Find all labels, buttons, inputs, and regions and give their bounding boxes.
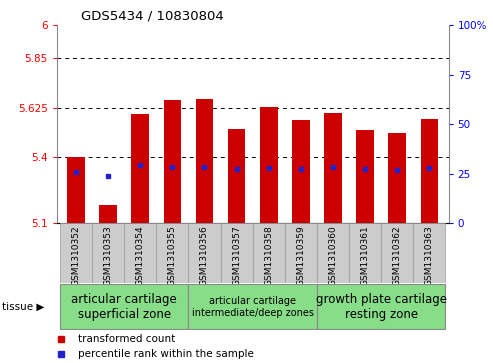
Text: percentile rank within the sample: percentile rank within the sample [78,350,254,359]
Bar [285,223,317,283]
Bar [317,284,445,329]
Bar [196,99,213,223]
Bar [356,130,374,223]
Bar [67,157,85,223]
Text: GSM1310356: GSM1310356 [200,225,209,286]
Bar [388,133,406,223]
Bar [381,223,413,283]
Text: GSM1310354: GSM1310354 [136,225,145,286]
Bar [124,223,156,283]
Bar [132,114,149,223]
Text: GSM1310355: GSM1310355 [168,225,177,286]
Text: tissue ▶: tissue ▶ [2,302,45,312]
Bar [188,223,220,283]
Text: growth plate cartilage
resting zone: growth plate cartilage resting zone [316,293,447,321]
Text: GSM1310363: GSM1310363 [425,225,434,286]
Text: articular cartilage
superficial zone: articular cartilage superficial zone [71,293,177,321]
Bar [324,113,342,223]
Bar [188,284,317,329]
Bar [292,120,310,223]
Bar [164,100,181,223]
Bar [228,129,246,223]
Text: GSM1310352: GSM1310352 [71,225,80,286]
Bar [220,223,253,283]
Bar [349,223,381,283]
Bar [92,223,124,283]
Bar [99,205,117,223]
Text: GSM1310359: GSM1310359 [296,225,305,286]
Bar [253,223,285,283]
Text: GDS5434 / 10830804: GDS5434 / 10830804 [81,9,224,22]
Bar [260,107,278,223]
Bar [317,223,349,283]
Bar [421,119,438,223]
Bar [413,223,445,283]
Text: articular cartilage
intermediate/deep zones: articular cartilage intermediate/deep zo… [192,296,314,318]
Text: GSM1310357: GSM1310357 [232,225,241,286]
Text: transformed count: transformed count [78,334,176,344]
Text: GSM1310361: GSM1310361 [360,225,370,286]
Bar [156,223,188,283]
Text: GSM1310358: GSM1310358 [264,225,273,286]
Bar [60,284,188,329]
Bar [60,223,92,283]
Text: GSM1310360: GSM1310360 [328,225,338,286]
Text: GSM1310362: GSM1310362 [393,225,402,286]
Text: GSM1310353: GSM1310353 [104,225,112,286]
